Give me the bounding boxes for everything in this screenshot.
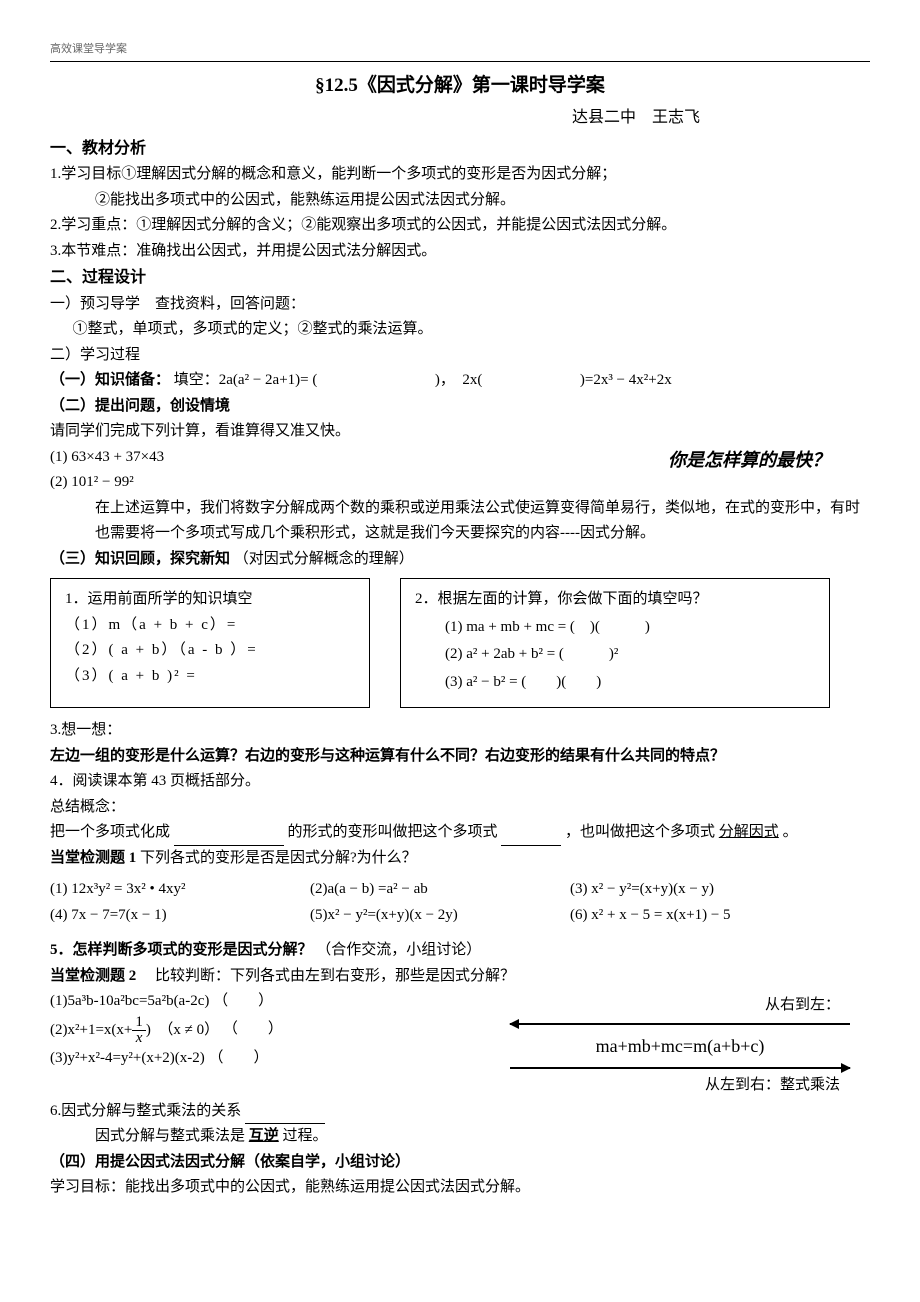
goal-1b: ②能找出多项式中的公因式，能熟练运用提公因式法因式分解。	[50, 188, 870, 214]
learn-h: 二）学习过程	[50, 343, 870, 369]
arrow-right-icon	[510, 1067, 850, 1069]
relation-inverse: 因式分解与整式乘法是 互逆 过程。	[50, 1124, 870, 1150]
preview-1: ①整式，单项式，多项式的定义；②整式的乘法运算。	[50, 317, 870, 343]
summary-line: 把一个多项式化成 的形式的变形叫做把这个多项式 ，也叫做把这个多项式 分解因式 …	[50, 820, 870, 846]
arrow-diagram: 从右到左： ma+mb+mc=m(a+b+c) 从左到右：整式乘法	[490, 989, 870, 1099]
test2-h: 当堂检测题 2	[50, 968, 136, 984]
t2-1-eq: (1)5a³b-10a²bc=5a²b(a-2c)	[50, 993, 209, 1009]
t2-3-eq: (3)y²+x²-4=y²+(x+2)(x-2)	[50, 1050, 205, 1066]
knowledge-store: （一）知识储备： 填空：2a(a² − 2a+1)= ( )， 2x( )=2x…	[50, 368, 870, 394]
section-3-h-row: （三）知识回顾，探究新知 （对因式分解概念的理解）	[50, 547, 870, 573]
section-2-h: 二、过程设计	[50, 264, 870, 291]
box-left: 1．运用前面所学的知识填空 （1）m（a + b + c）= （2）( a + …	[50, 578, 370, 708]
bl-3: （3）( a + b )² =	[65, 664, 355, 690]
br-1: (1) ma + mb + mc = ( )( )	[415, 615, 815, 641]
rel-u: 互逆	[249, 1128, 279, 1144]
store-eq-mid: )， 2x(	[435, 372, 483, 388]
t2-1-paren: （ ）	[213, 989, 273, 1015]
t1-5: (5)x² − y²=(x+y)(x − 2y)	[310, 903, 510, 929]
t1-4: (4) 7x − 7=7(x − 1)	[50, 903, 250, 929]
author-line: 达县二中 王志飞	[50, 104, 870, 131]
test1-q: 下列各式的变形是否是因式分解?为什么？	[140, 850, 417, 866]
box-r-title: 2．根据左面的计算，你会做下面的填空吗？	[415, 587, 815, 613]
rel-p6: 6.因式分解与整式乘法的关系	[50, 1103, 245, 1119]
blank-1	[174, 830, 284, 846]
test2-row: 当堂检测题 2 比较判断：下列各式由左到右变形，那些是因式分解？	[50, 964, 870, 990]
br-2: (2) a² + 2ab + b² = ( )²	[415, 642, 815, 668]
goal-2: 2.学习重点：①理解因式分解的含义；②能观察出多项式的公因式，并能提公因式法因式…	[50, 213, 870, 239]
t1-3: (3) x² − y²=(x+y)(x − y)	[570, 877, 770, 903]
doc-title: §12.5《因式分解》第一课时导学案	[50, 70, 870, 102]
section-3-h: （三）知识回顾，探究新知	[50, 551, 230, 567]
section-1-h: 一、教材分析	[50, 135, 870, 162]
test2-body: (1)5a³b-10a²bc=5a²b(a-2c) （ ） (2)x²+1=x(…	[50, 989, 870, 1099]
judge-h: 5．怎样判断多项式的变形是因式分解？	[50, 942, 313, 958]
sum-u: 分解因式	[719, 824, 779, 840]
test1-row1: (1) 12x³y² = 3x² • 4xy² (2)a(a − b) =a² …	[50, 877, 870, 903]
t2-3: (3)y²+x²-4=y²+(x+2)(x-2) （ ）	[50, 1046, 470, 1072]
diag-eq: ma+mb+mc=m(a+b+c)	[490, 1031, 870, 1062]
para-explain: 在上述运算中，我们将数字分解成两个数的乘积或逆用乘法公式使运算变得简单易行，类似…	[50, 496, 870, 547]
br-3: (3) a² − b² = ( )( )	[415, 670, 815, 696]
diag-bot-label: 从左到右：整式乘法	[490, 1073, 870, 1099]
section-3-note: （对因式分解概念的理解）	[234, 551, 414, 567]
t2-2a: (2)x²+1=x(x+	[50, 1021, 132, 1037]
bl-1: （1）m（a + b + c）=	[65, 613, 355, 639]
arrow-left-icon	[510, 1023, 850, 1025]
store-eq-2: )=2x³ − 4x²+2x	[580, 372, 672, 388]
test1-row2: (4) 7x − 7=7(x − 1) (5)x² − y²=(x+y)(x −…	[50, 903, 870, 929]
box-right: 2．根据左面的计算，你会做下面的填空吗？ (1) ma + mb + mc = …	[400, 578, 830, 708]
rel-p6c: 过程。	[283, 1128, 328, 1144]
test1-h: 当堂检测题 1	[50, 850, 136, 866]
store-label: （一）知识储备：	[50, 372, 170, 388]
callout-fast: 你是怎样算的最快？	[668, 445, 830, 476]
relation-line: 6.因式分解与整式乘法的关系	[50, 1099, 870, 1125]
goal-1: 1.学习目标①理解因式分解的概念和意义，能判断一个多项式的变形是否为因式分解；	[50, 162, 870, 188]
t1-6: (6) x² + x − 5 = x(x+1) − 5	[570, 903, 770, 929]
sum-p3: ，也叫做把这个多项式	[565, 824, 715, 840]
sum-p1: 把一个多项式化成	[50, 824, 174, 840]
sum-end: 。	[783, 824, 798, 840]
t2-2: (2)x²+1=x(x+1x) （x ≠ 0） （ ）	[50, 1015, 470, 1046]
rel-blank	[245, 1108, 325, 1124]
page-header: 高效课堂导学案	[50, 40, 870, 62]
test1-row: 当堂检测题 1 下列各式的变形是否是因式分解?为什么？	[50, 846, 870, 872]
box-l-title: 1．运用前面所学的知识填空	[65, 587, 355, 613]
t2-2-paren: （ ）	[223, 1017, 283, 1043]
t2-2b: ) （x ≠ 0）	[146, 1021, 219, 1037]
store-eq-1: 填空：2a(a² − 2a+1)= (	[174, 372, 318, 388]
think-h: 3.想一想：	[50, 718, 870, 744]
sum-p2: 的形式的变形叫做把这个多项式	[288, 824, 498, 840]
judge-note: （合作交流，小组讨论）	[316, 942, 481, 958]
read-p: 4．阅读课本第 43 页概括部分。	[50, 769, 870, 795]
t2-1: (1)5a³b-10a²bc=5a²b(a-2c) （ ）	[50, 989, 470, 1015]
goal-3: 3.本节难点：准确找出公因式，并用提公因式法分解因式。	[50, 239, 870, 265]
t2-3-paren: （ ）	[209, 1046, 269, 1072]
raise-h: （二）提出问题，创设情境	[50, 394, 870, 420]
frac-icon: 1x	[132, 1015, 146, 1046]
two-boxes: 1．运用前面所学的知识填空 （1）m（a + b + c）= （2）( a + …	[50, 578, 870, 708]
section-4-goal: 学习目标：能找出多项式中的公因式，能熟练运用提公因式法因式分解。	[50, 1175, 870, 1201]
summary-h: 总结概念：	[50, 795, 870, 821]
think-q: 左边一组的变形是什么运算？右边的变形与这种运算有什么不同？右边变形的结果有什么共…	[50, 744, 870, 770]
diag-top-label: 从右到左：	[490, 993, 870, 1019]
bl-2: （2）( a + b）（a - b ）=	[65, 638, 355, 664]
rel-p6b: 因式分解与整式乘法是	[95, 1128, 245, 1144]
test2-left: (1)5a³b-10a²bc=5a²b(a-2c) （ ） (2)x²+1=x(…	[50, 989, 470, 1071]
preview-h: 一）预习导学 查找资料，回答问题：	[50, 292, 870, 318]
t1-1: (1) 12x³y² = 3x² • 4xy²	[50, 877, 250, 903]
raise-p: 请同学们完成下列计算，看谁算得又准又快。	[50, 419, 870, 445]
judge-row: 5．怎样判断多项式的变形是因式分解？ （合作交流，小组讨论）	[50, 938, 870, 964]
test2-q: 比较判断：下列各式由左到右变形，那些是因式分解？	[140, 968, 515, 984]
t1-2: (2)a(a − b) =a² − ab	[310, 877, 510, 903]
blank-2	[501, 830, 561, 846]
section-4-h: （四）用提公因式法因式分解（依案自学，小组讨论）	[50, 1150, 870, 1176]
